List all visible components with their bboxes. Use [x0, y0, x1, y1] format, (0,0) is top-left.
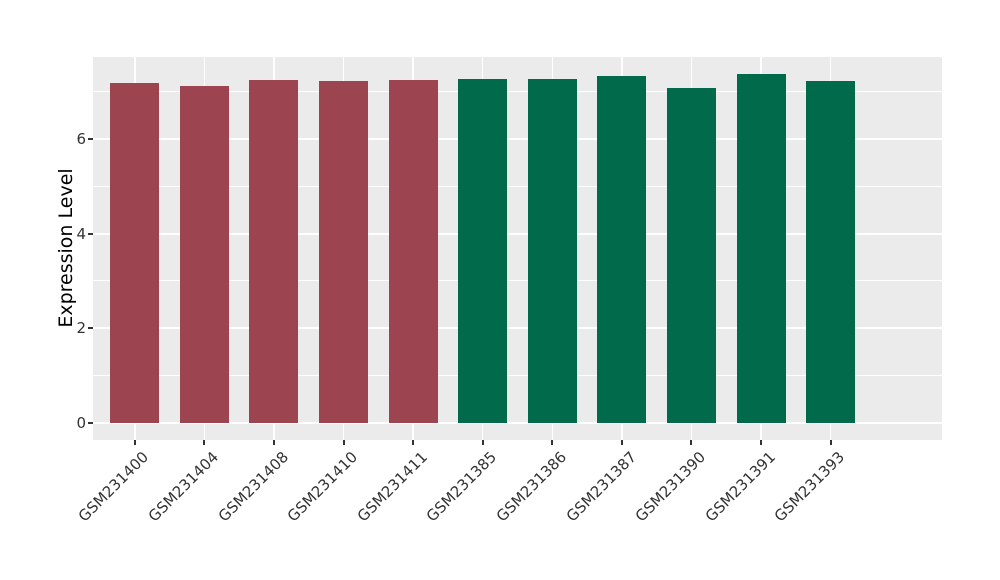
bar	[806, 80, 856, 423]
bar	[110, 83, 160, 423]
x-tick-mark	[412, 440, 415, 445]
x-tick-mark	[690, 440, 693, 445]
plot-panel	[93, 57, 942, 440]
bar	[666, 87, 716, 423]
x-tick-label: GSM231404	[144, 448, 223, 526]
bar	[179, 86, 229, 423]
bar	[388, 79, 438, 423]
major-gridline	[93, 327, 942, 330]
x-tick-mark	[481, 440, 484, 445]
x-tick-mark	[760, 440, 763, 445]
y-tick-label: 2	[76, 319, 86, 338]
bar	[319, 80, 369, 423]
x-tick-mark	[620, 440, 623, 445]
x-tick-mark	[272, 440, 275, 445]
x-tick-label: GSM231411	[353, 448, 431, 526]
y-tick-label: 6	[76, 130, 86, 149]
x-tick-label: GSM231391	[701, 448, 779, 526]
major-gridline	[93, 232, 942, 235]
minor-gridline	[93, 374, 942, 376]
x-tick-label: GSM231390	[631, 448, 710, 526]
major-gridline	[93, 138, 942, 141]
x-tick-label: GSM231400	[75, 448, 153, 526]
y-axis-title: Expression Level	[55, 168, 77, 328]
x-tick-label: GSM231387	[562, 448, 640, 526]
bar	[527, 79, 577, 423]
y-tick-label: 4	[76, 224, 86, 243]
minor-gridline	[93, 185, 942, 187]
x-tick-mark	[133, 440, 136, 445]
x-tick-label: GSM231408	[214, 448, 292, 526]
y-tick-mark	[88, 232, 93, 235]
minor-gridline	[93, 91, 942, 93]
minor-gridline	[93, 280, 942, 282]
bar	[597, 75, 647, 423]
x-tick-mark	[551, 440, 554, 445]
y-tick-label: 0	[76, 413, 86, 432]
bar	[249, 79, 299, 423]
x-tick-label: GSM231385	[423, 448, 501, 526]
y-tick-mark	[88, 421, 93, 424]
x-tick-mark	[342, 440, 345, 445]
x-tick-mark	[829, 440, 832, 445]
major-gridline	[93, 421, 942, 424]
y-tick-mark	[88, 138, 93, 141]
bar	[458, 79, 508, 423]
bar	[736, 74, 786, 423]
x-tick-mark	[203, 440, 206, 445]
x-tick-label: GSM231386	[492, 448, 571, 526]
y-tick-mark	[88, 327, 93, 330]
x-tick-label: GSM231393	[771, 448, 849, 526]
x-tick-label: GSM231410	[283, 448, 362, 526]
